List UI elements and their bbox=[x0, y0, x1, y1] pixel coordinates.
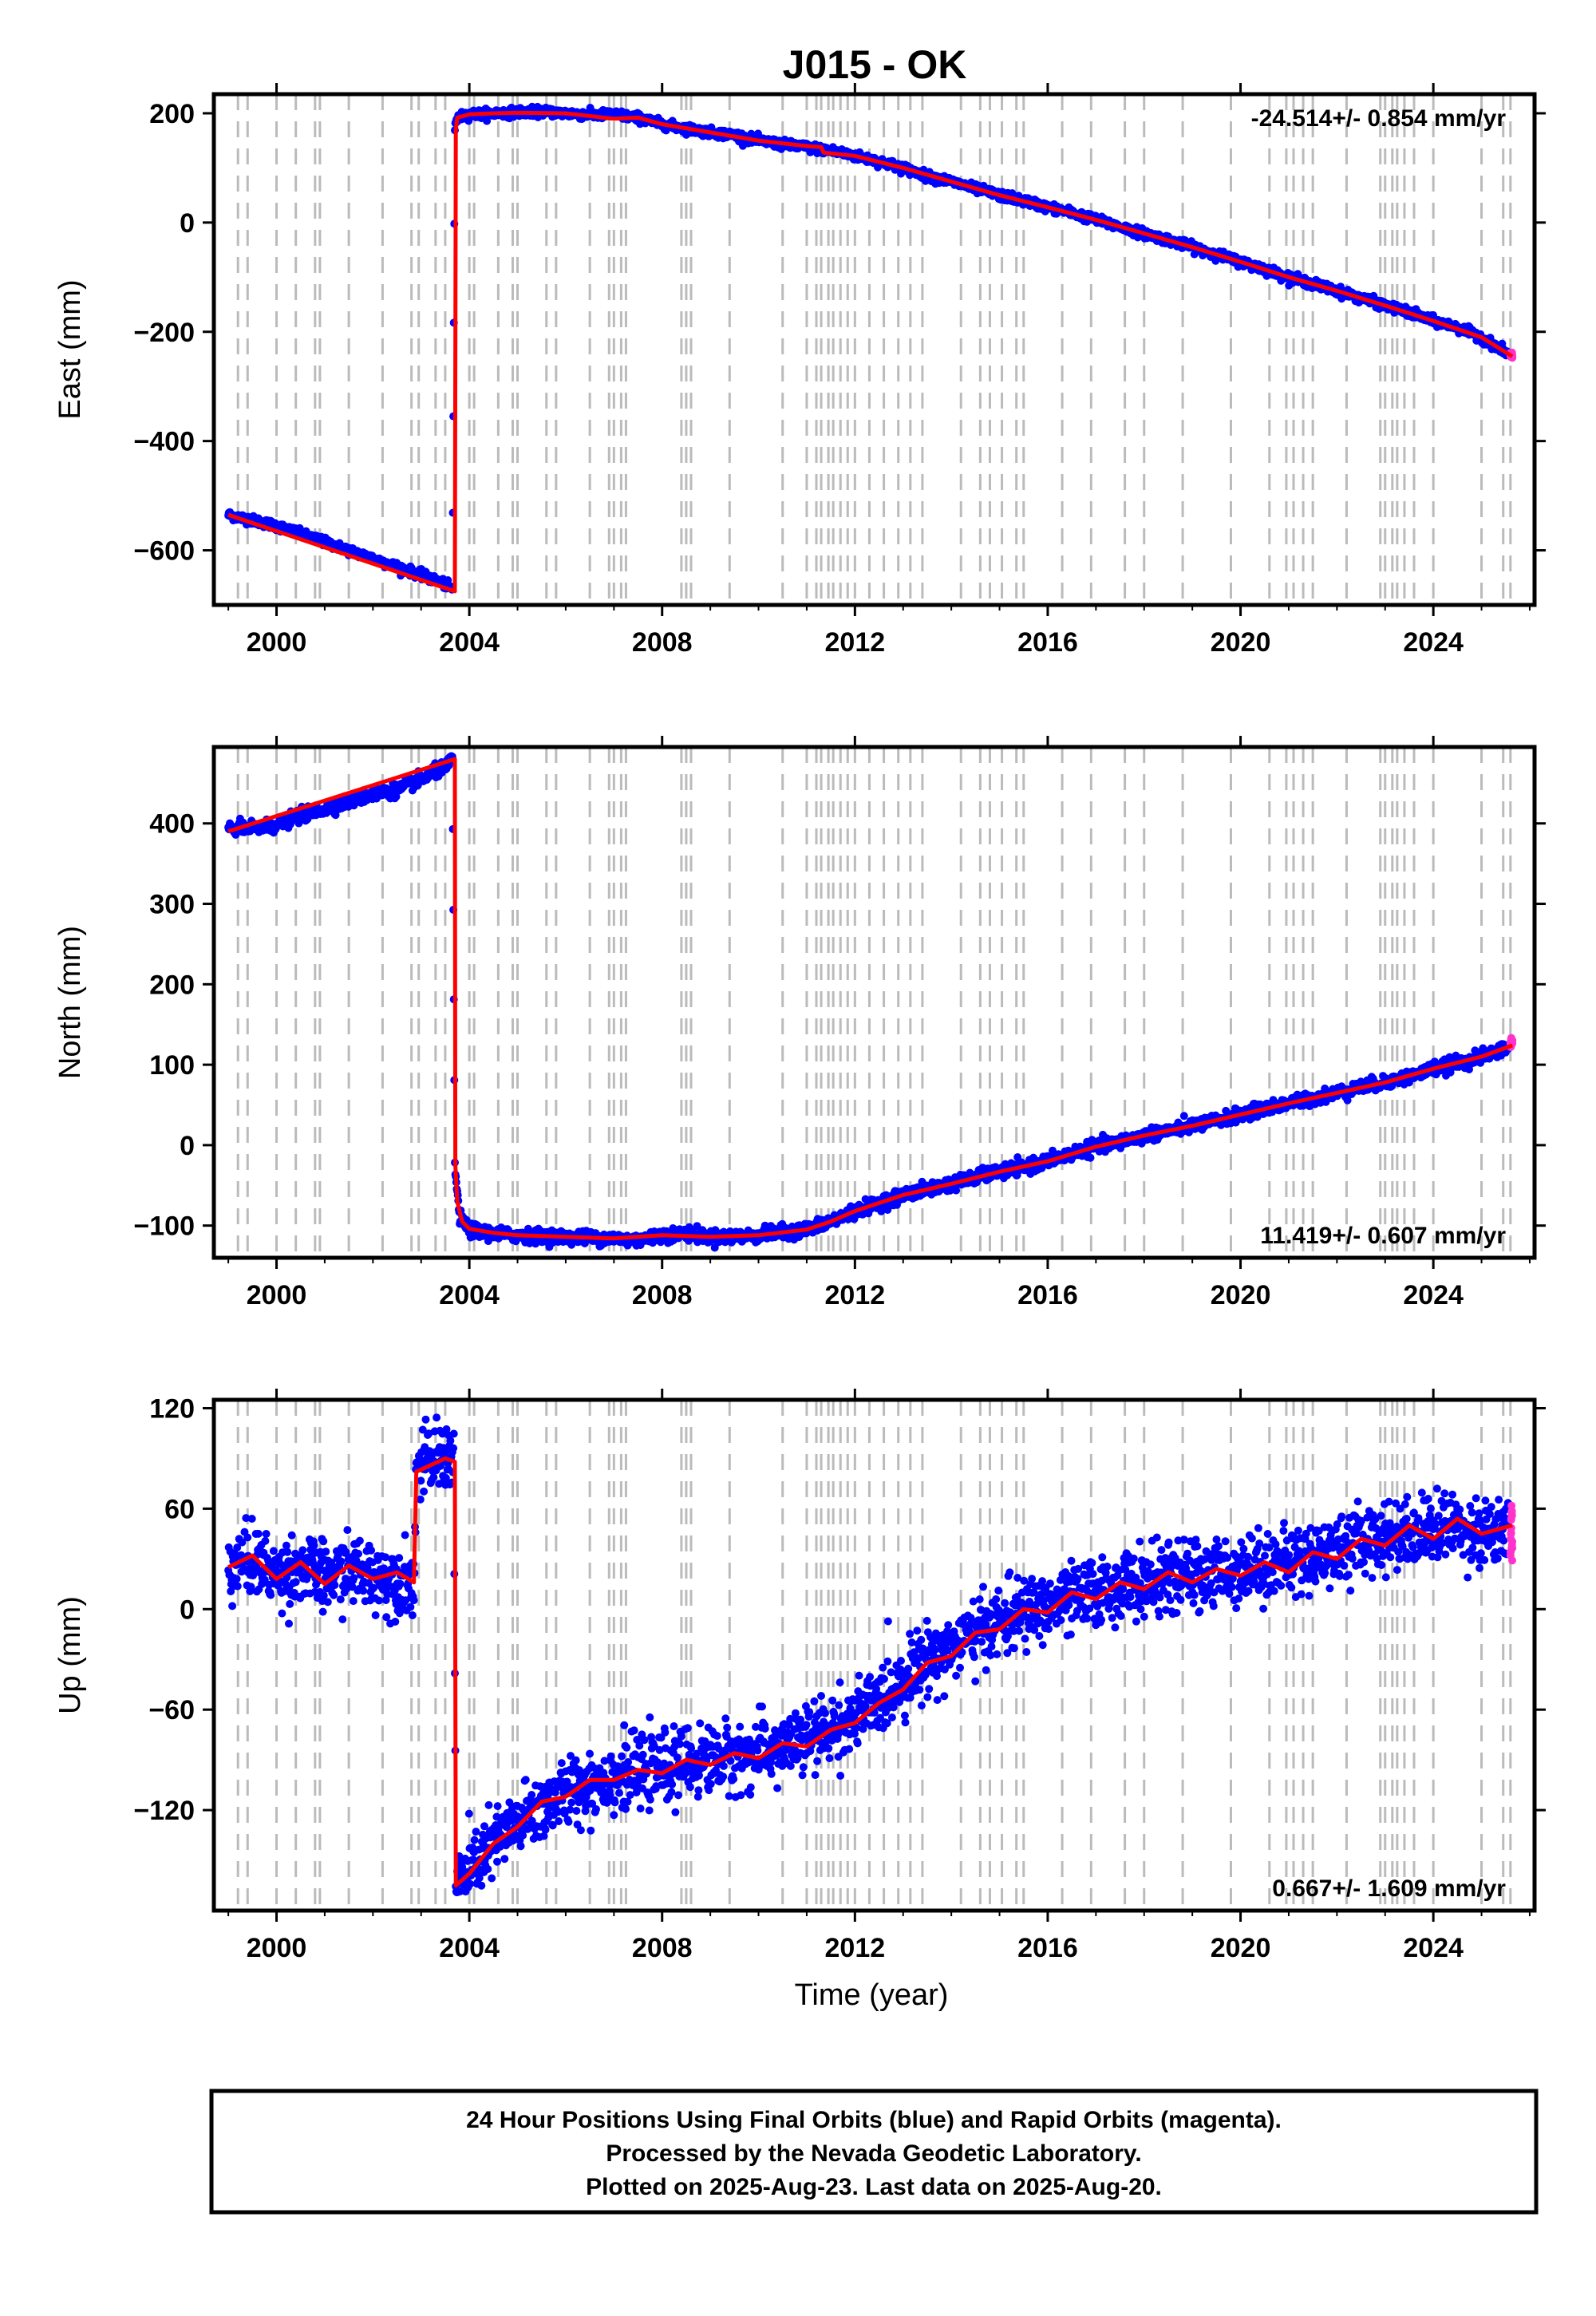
final-orbit-point bbox=[1179, 1112, 1188, 1120]
panel-east: 2000 2004 2008 2012 2016 2020 2024−600−400−200… bbox=[53, 83, 1546, 658]
final-orbit-point bbox=[1086, 1153, 1095, 1162]
x-tick-label: 2004 bbox=[439, 627, 500, 658]
x-tick-label: 2016 bbox=[1017, 627, 1078, 658]
y-tick-label: −600 bbox=[133, 536, 195, 567]
y-tick-label: 0 bbox=[180, 208, 195, 239]
x-tick-label: 2024 bbox=[1403, 627, 1464, 658]
y-tick-label: −200 bbox=[133, 318, 195, 348]
y-tick-label: 200 bbox=[149, 99, 195, 129]
series-layer bbox=[224, 102, 1517, 594]
x-tick-label: 2012 bbox=[825, 627, 886, 658]
figure-title: J015 - OK bbox=[783, 42, 967, 87]
velocity-label: -24.514+/- 0.854 mm/yr bbox=[1251, 105, 1507, 132]
final-orbit-point bbox=[444, 576, 452, 584]
x-tick-label: 2000 bbox=[247, 627, 307, 658]
x-tick-label: 2020 bbox=[1211, 627, 1271, 658]
x-tick-label: 2008 bbox=[632, 627, 693, 658]
event-lines bbox=[236, 94, 1512, 605]
y-tick-label: −400 bbox=[133, 427, 195, 457]
y-axis-label: East (mm) bbox=[53, 279, 87, 419]
